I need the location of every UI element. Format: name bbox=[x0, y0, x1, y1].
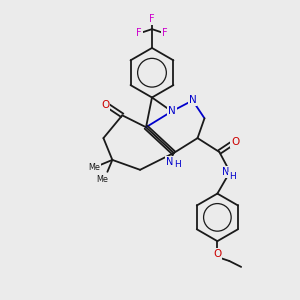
Text: O: O bbox=[213, 249, 221, 259]
Text: N: N bbox=[189, 95, 196, 106]
Text: N: N bbox=[168, 106, 176, 116]
Text: N: N bbox=[222, 167, 229, 177]
Text: H: H bbox=[229, 172, 236, 181]
Text: F: F bbox=[162, 28, 168, 38]
Text: Me: Me bbox=[88, 163, 101, 172]
Text: O: O bbox=[101, 100, 110, 110]
Text: F: F bbox=[149, 14, 155, 24]
Text: F: F bbox=[136, 28, 142, 38]
Text: Me: Me bbox=[97, 175, 108, 184]
Text: N: N bbox=[166, 157, 173, 167]
Text: H: H bbox=[174, 160, 181, 169]
Text: O: O bbox=[231, 137, 239, 147]
